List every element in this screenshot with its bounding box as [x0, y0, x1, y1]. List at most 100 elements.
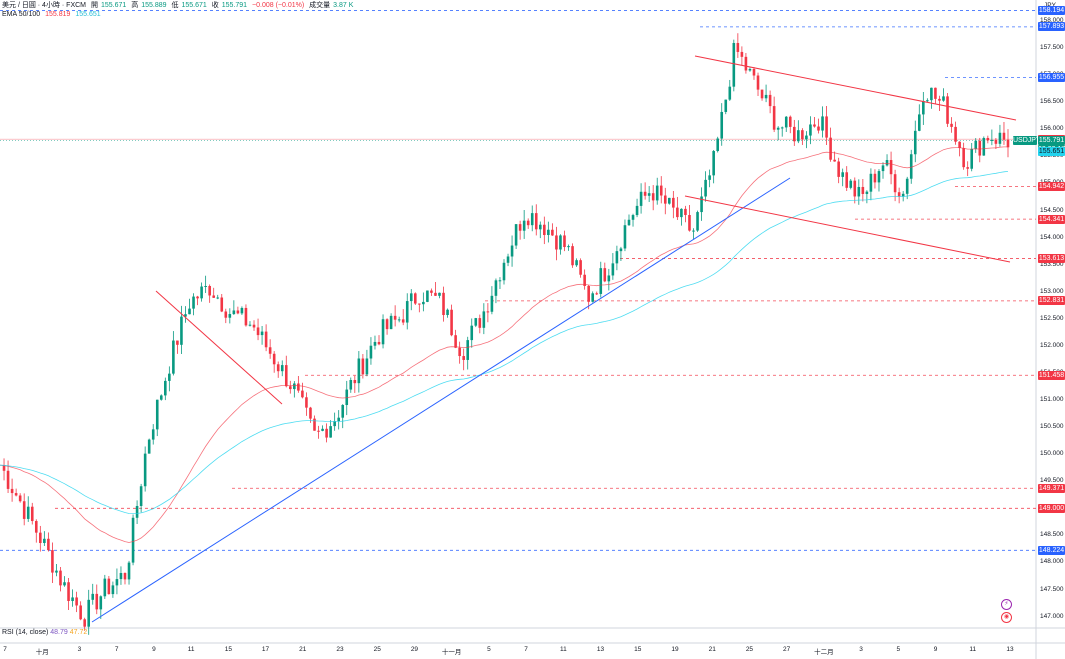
candle-body: [809, 124, 812, 136]
candle-body: [494, 280, 498, 296]
candle-body: [397, 319, 401, 321]
currency-label: JPY: [1044, 2, 1056, 9]
y-tick-label: 156.000: [1040, 125, 1064, 133]
candle-body: [426, 290, 429, 302]
rsi-legend[interactable]: RSI (14, close) 48.79 47.72: [2, 629, 87, 636]
candle-body: [87, 599, 91, 627]
candle-body: [159, 395, 163, 400]
candle-body: [373, 341, 377, 346]
candle-body: [155, 399, 159, 430]
symbol-tag: USDJPY: [1013, 136, 1041, 146]
candle-body: [293, 383, 296, 390]
candle-body: [18, 495, 22, 502]
candle-body: [329, 426, 332, 438]
candle-body: [164, 380, 167, 396]
candle-body: [688, 215, 691, 231]
candle-body: [123, 572, 127, 580]
x-tick-label: 11: [559, 646, 567, 653]
x-tick-label: 11: [187, 646, 195, 653]
candle-body: [615, 251, 619, 264]
x-tick-label: 11: [969, 646, 977, 653]
x-tick-label: 23: [336, 646, 344, 653]
y-tick-label: 147.000: [1040, 612, 1064, 620]
candle-body: [83, 619, 86, 627]
candle-body: [401, 319, 405, 323]
candle-body: [147, 439, 151, 454]
candle-body: [405, 301, 409, 323]
candle-body: [224, 311, 228, 318]
candle-body: [567, 246, 570, 248]
y-tick-label: 153.500: [1040, 260, 1064, 268]
candle-body: [490, 295, 494, 312]
candle-body: [14, 493, 18, 496]
candle-body: [619, 248, 623, 252]
candle-body: [663, 195, 667, 204]
y-tick-label: 157.500: [1040, 44, 1064, 52]
candle-body: [514, 224, 518, 246]
x-tick-label: 21: [708, 646, 716, 653]
candle-body: [861, 186, 865, 194]
candle-body: [264, 331, 268, 348]
candle-body: [248, 324, 252, 326]
trendline: [694, 55, 1017, 121]
low-value: 155.671: [181, 2, 207, 9]
candle-body: [599, 268, 603, 294]
lightning-marker-icon[interactable]: ⚡: [1001, 599, 1012, 610]
y-tick-label: 154.500: [1040, 206, 1064, 214]
candle-body: [970, 148, 974, 169]
candle-body: [764, 94, 768, 99]
candle-body: [575, 260, 578, 266]
trendline: [91, 177, 791, 623]
y-tick-label: 154.000: [1040, 233, 1064, 241]
candle-body: [958, 141, 961, 149]
candle-body: [676, 207, 679, 218]
level-price-tag: 149.371: [1038, 483, 1065, 493]
candle-body: [708, 175, 711, 180]
candle-body: [216, 297, 220, 299]
y-tick-label: 152.000: [1040, 341, 1064, 349]
x-tick-label: 17: [261, 646, 270, 653]
candle-body: [409, 293, 413, 302]
candle-body: [998, 132, 1002, 144]
candle-body: [986, 137, 990, 141]
candle-body: [260, 331, 264, 336]
candle-body: [845, 172, 849, 188]
candle-body: [797, 130, 800, 142]
candle-body: [47, 538, 50, 551]
high-value: 155.889: [141, 2, 167, 9]
candle-body: [587, 285, 590, 302]
level-price-tag: 157.893: [1038, 22, 1065, 32]
candle-body: [107, 578, 111, 595]
y-tick-label: 148.500: [1040, 531, 1064, 539]
candle-body: [591, 293, 595, 302]
candle-body: [151, 429, 155, 440]
candle-body: [103, 578, 107, 597]
level-price-tag: 158.194: [1038, 6, 1065, 16]
y-tick-label: 152.500: [1040, 314, 1064, 322]
candle-body: [869, 173, 873, 192]
x-tick-label: 十一月: [441, 649, 462, 656]
candle-body: [446, 309, 449, 316]
candle-body: [760, 89, 764, 99]
candle-body: [736, 42, 740, 52]
candle-body: [526, 220, 530, 226]
candle-body: [99, 596, 103, 610]
target-marker-icon[interactable]: ◉: [1001, 612, 1012, 623]
rsi-value-2: 47.72: [69, 629, 88, 636]
y-tick-label: 151.000: [1040, 396, 1064, 404]
candle-body: [55, 570, 58, 573]
candle-body: [6, 470, 10, 489]
x-tick-label: 3: [77, 646, 82, 653]
y-tick-label: 148.000: [1040, 558, 1064, 566]
rsi-label: RSI (14, close): [2, 629, 49, 636]
level-price-tag: 154.942: [1038, 182, 1065, 192]
candle-body: [172, 340, 175, 374]
candle-body: [430, 290, 433, 293]
candle-body: [389, 315, 393, 330]
candle-body: [498, 280, 502, 282]
candle-body: [780, 127, 784, 129]
trendline: [684, 195, 1011, 263]
candle-body: [268, 347, 272, 354]
candle-body: [724, 99, 728, 112]
